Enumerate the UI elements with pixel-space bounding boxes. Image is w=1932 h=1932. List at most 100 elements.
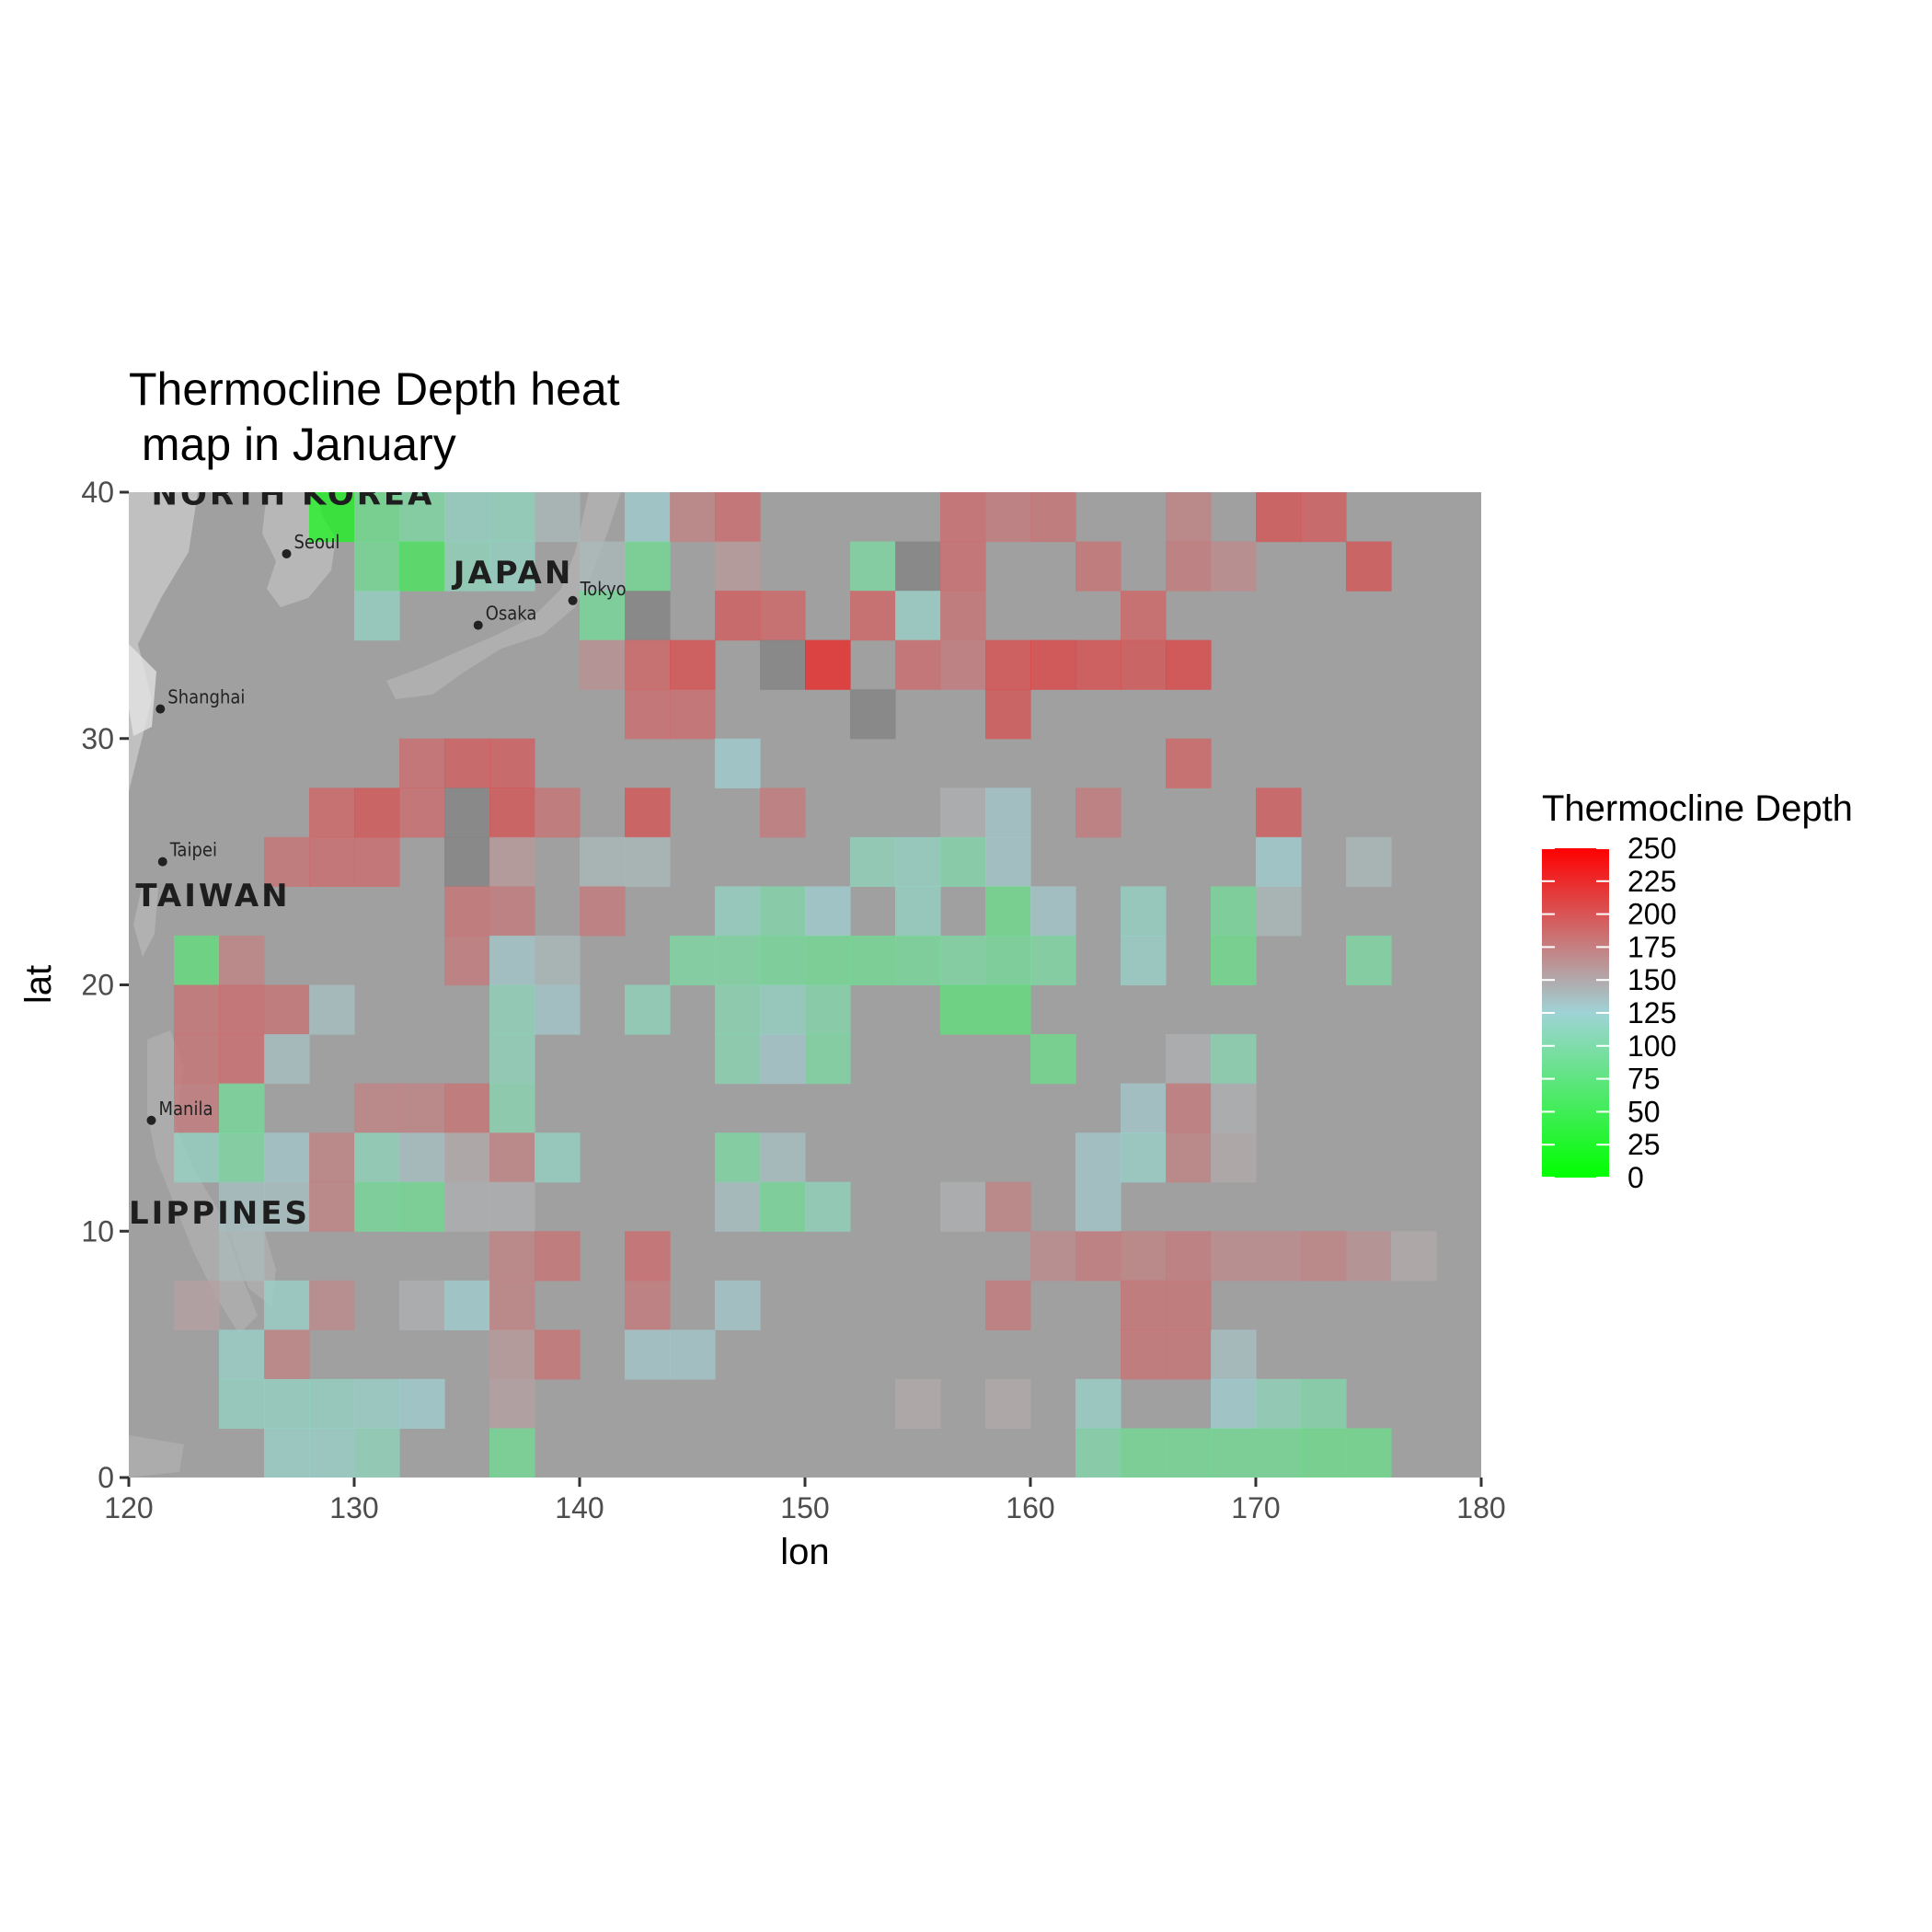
heat-cell	[805, 984, 851, 1035]
heat-cell	[444, 836, 490, 887]
heat-cells	[174, 492, 1437, 1675]
legend-label: 150	[1627, 963, 1676, 996]
heat-cell	[1391, 1478, 1437, 1527]
heat-cell	[940, 935, 986, 986]
heat-cell	[1166, 1576, 1212, 1626]
city-marker-icon	[146, 1115, 156, 1125]
heat-cell	[850, 935, 896, 986]
legend-label: 50	[1627, 1095, 1661, 1128]
heat-cell	[940, 836, 986, 887]
heat-cell	[715, 591, 761, 641]
heat-cell	[1121, 1428, 1167, 1478]
heat-cell	[219, 1034, 265, 1085]
heat-cell	[1391, 1626, 1437, 1675]
heat-cell	[1121, 886, 1167, 937]
heat-cell	[444, 886, 490, 937]
heat-cell	[1301, 1576, 1347, 1626]
heat-cell	[219, 1231, 265, 1282]
country-label: TAIWAN	[135, 878, 290, 914]
heat-cell	[354, 788, 400, 838]
legend-label: 225	[1627, 865, 1676, 898]
x-tick-label: 120	[104, 1491, 153, 1524]
heat-cell	[1166, 1133, 1212, 1183]
heat-cell	[670, 1329, 716, 1380]
heat-cell	[985, 1181, 1031, 1232]
heat-cell	[174, 1034, 220, 1085]
heat-cell	[1121, 935, 1167, 986]
heat-cell	[1075, 639, 1121, 690]
heat-cell	[850, 836, 896, 887]
heat-cell	[670, 689, 716, 740]
heat-cell	[850, 1576, 896, 1626]
country-label: JAPAN	[452, 555, 574, 592]
city-marker-icon	[157, 857, 167, 867]
heat-cell	[1166, 639, 1212, 690]
heat-cell	[1030, 492, 1076, 543]
x-tick-label: 180	[1456, 1491, 1505, 1524]
heat-cell	[354, 1378, 400, 1430]
heat-cell	[489, 738, 535, 788]
heat-cell	[489, 1478, 535, 1527]
heat-cell	[895, 541, 941, 592]
heat-cell	[715, 1181, 761, 1232]
heat-cell	[489, 836, 535, 887]
x-tick-label: 160	[1006, 1491, 1054, 1524]
heat-cell	[670, 935, 716, 986]
heat-cell	[850, 591, 896, 641]
heat-cell	[625, 591, 671, 641]
heat-cell	[895, 836, 941, 887]
heat-cell	[985, 639, 1031, 690]
heat-cell	[309, 1133, 355, 1183]
city-label: Tokyo	[580, 578, 627, 600]
heat-cell	[489, 1527, 535, 1577]
heat-cell	[489, 1231, 535, 1282]
heat-cell	[580, 639, 626, 690]
heat-cell	[985, 836, 1031, 887]
heat-cell	[1391, 1231, 1437, 1282]
heat-cell	[760, 935, 806, 986]
heat-cell	[444, 1280, 490, 1330]
heat-cell	[399, 1181, 445, 1232]
heat-cell	[309, 1280, 355, 1330]
x-tick-label: 170	[1231, 1491, 1280, 1524]
heat-cell	[1166, 1231, 1212, 1282]
heat-cell	[670, 639, 716, 690]
heat-cell	[535, 1527, 581, 1577]
heat-cell	[985, 935, 1031, 986]
heat-cell	[1121, 1478, 1167, 1527]
heat-cell	[715, 541, 761, 592]
heat-cell	[535, 984, 581, 1035]
heat-cell	[760, 886, 806, 937]
heat-cell	[1075, 1133, 1121, 1183]
heat-cell	[625, 1329, 671, 1380]
heat-cell	[1166, 1478, 1212, 1527]
heat-cell	[760, 1576, 806, 1626]
city-marker-icon	[155, 704, 166, 714]
heat-cell	[1346, 1626, 1392, 1675]
heat-cell	[1075, 788, 1121, 838]
city-marker-icon	[282, 548, 292, 558]
y-tick-label: 0	[98, 1461, 114, 1494]
heat-cell	[1346, 1231, 1392, 1282]
heat-cell	[940, 639, 986, 690]
y-axis-title: lat	[18, 965, 59, 1004]
heat-cell	[715, 935, 761, 986]
heat-cell	[1166, 1329, 1212, 1380]
heat-cell	[1121, 1626, 1167, 1675]
heat-cell	[1121, 591, 1167, 641]
heat-cell	[1121, 1329, 1167, 1380]
heat-cell	[1346, 541, 1392, 592]
heat-cell	[489, 1181, 535, 1232]
heat-cell	[444, 738, 490, 788]
heat-cell	[444, 541, 490, 592]
heat-cell	[1211, 1231, 1257, 1282]
heat-cell	[1301, 492, 1347, 543]
heat-cell	[354, 1133, 400, 1183]
heat-cell	[940, 1181, 986, 1232]
heat-cell	[399, 788, 445, 838]
heat-cell	[895, 591, 941, 641]
heat-cell	[399, 1133, 445, 1183]
x-axis: 120 130 140 150 160 170 180	[104, 1478, 1506, 1524]
heat-cell	[715, 984, 761, 1035]
